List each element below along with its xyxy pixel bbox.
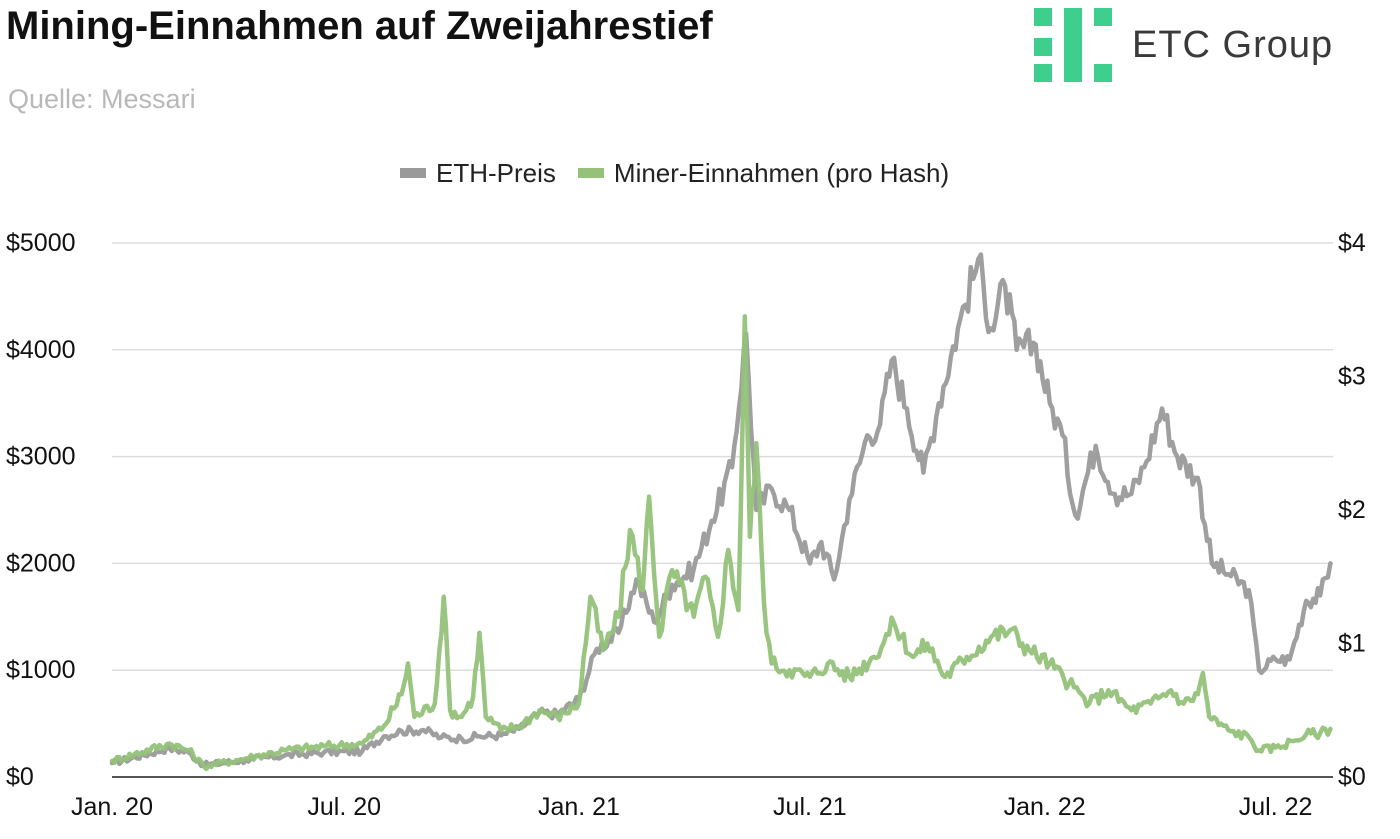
legend-swatch-eth-price [400,168,426,178]
y-right-tick-label: $3 [1338,363,1366,391]
x-tick-label: Jul. 21 [773,793,847,821]
chart-source: Quelle: Messari [8,84,196,114]
y-left-tick-label: $3000 [6,443,76,471]
x-tick-label: Jul. 20 [307,793,381,821]
chart-legend: ETH-Preis Miner-Einnahmen (pro Hash) [400,156,949,190]
y-left-tick-label: $0 [6,763,34,791]
miner-revenue-line [109,314,1333,772]
etc-group-logo-icon [1034,8,1112,82]
y-left-tick-label: $5000 [6,229,76,257]
y-left-tick-label: $1000 [6,656,76,684]
logo-text: ETC Group [1132,24,1334,66]
x-tick-label: Jan. 20 [71,793,153,821]
chart-title: Mining-Einnahmen auf Zweijahrestief [6,4,713,48]
y-right-tick-label: $1 [1338,630,1366,658]
y-left-tick-label: $4000 [6,336,76,364]
legend-item-miner-revenue: Miner-Einnahmen (pro Hash) [577,157,950,189]
eth-price-line [109,252,1333,769]
x-tick-label: Jan. 21 [538,793,620,821]
x-tick-label: Jan. 22 [1004,793,1086,821]
y-right-tick-label: $0 [1338,763,1366,791]
x-tick-label: Jul. 22 [1239,793,1313,821]
y-right-tick-label: $4 [1338,229,1366,257]
legend-item-eth-price: ETH-Preis [400,158,556,189]
y-right-tick-label: $2 [1338,496,1366,524]
legend-label-miner-revenue: Miner-Einnahmen (pro Hash) [613,157,950,188]
legend-label-eth-price: ETH-Preis [436,157,556,188]
y-left-tick-label: $2000 [6,549,76,577]
legend-swatch-miner-revenue [577,168,604,178]
